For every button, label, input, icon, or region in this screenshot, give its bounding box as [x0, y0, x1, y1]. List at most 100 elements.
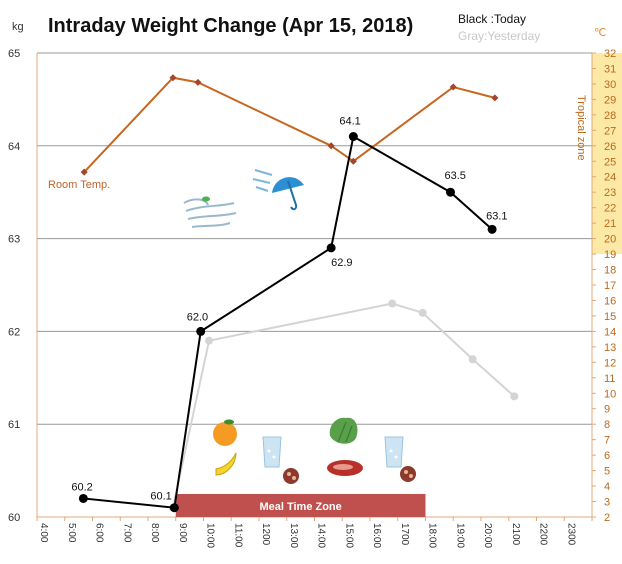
left-tick-label: 62: [8, 326, 20, 338]
series-today: [78, 132, 497, 513]
x-tick-label: 5:00: [66, 523, 77, 543]
series-yesterday: [168, 299, 519, 512]
data-point: [169, 503, 179, 513]
x-tick-label: 11:00: [232, 523, 243, 548]
right-tick-label: 15: [604, 311, 616, 323]
legend-today: Black :Today: [458, 12, 526, 26]
left-tick-label: 65: [8, 48, 20, 60]
chart-title: Intraday Weight Change (Apr 15, 2018): [48, 15, 413, 37]
left-tick-label: 60: [8, 512, 20, 524]
data-point: [418, 308, 427, 317]
series-layer: 60.2 60.1 62.0 62.9 64.1 63.5 63.1: [71, 74, 519, 513]
legend-yesterday: Gray:Yesterday: [458, 29, 540, 43]
x-tick-label: 9:00: [177, 523, 188, 543]
data-point: [348, 132, 358, 142]
data-label: 62.9: [331, 257, 352, 269]
x-tick-label: 18:00: [427, 523, 438, 548]
right-tick-label: 8: [604, 419, 610, 431]
left-axis-unit: kg: [12, 21, 24, 33]
right-tick-label: 6: [604, 450, 610, 462]
meal-time-zone-label: Meal Time Zone: [259, 501, 341, 513]
right-tick-label: 13: [604, 342, 616, 354]
left-axis-ticks: 60 61 62 63 64 65: [8, 48, 20, 524]
right-tick-label: 9: [604, 404, 610, 416]
right-tick-label: 28: [604, 110, 616, 122]
right-tick-label: 32: [604, 48, 616, 60]
right-tick-label: 5: [604, 466, 610, 478]
steak-icon: [327, 460, 363, 476]
right-tick-label: 22: [604, 203, 616, 215]
right-tick-label: 10: [604, 388, 616, 400]
meat-icon: [283, 468, 299, 484]
meat-icon: [400, 466, 416, 482]
data-label: 63.1: [486, 210, 507, 222]
data-label: 64.1: [339, 116, 360, 128]
x-tick-label: 1700: [399, 523, 410, 546]
x-tick-label: 8:00: [149, 523, 160, 543]
data-label: 63.5: [444, 170, 465, 182]
banana-icon: [215, 452, 237, 476]
data-point: [510, 392, 519, 401]
right-tick-label: 2: [604, 512, 610, 524]
temp-point: [327, 142, 335, 150]
gridlines: [37, 52, 592, 425]
series-line: [83, 134, 493, 509]
data-label: 62.0: [187, 311, 208, 323]
temp-point: [449, 83, 457, 91]
tropical-zone-label: Tropical zone: [575, 95, 587, 161]
temp-point: [80, 168, 88, 176]
data-point: [487, 224, 497, 234]
right-tick-label: 25: [604, 156, 616, 168]
data-point: [445, 187, 455, 197]
data-point: [468, 355, 477, 364]
data-point: [196, 326, 206, 336]
x-tick-label: 13:00: [288, 523, 299, 548]
umbrella-icon: [252, 169, 304, 211]
x-tick-label: 2200: [538, 523, 549, 546]
x-tick-label: 14:00: [316, 523, 327, 548]
x-tick-label: 1200: [260, 523, 271, 546]
temp-point: [349, 157, 357, 165]
series-line: [83, 76, 496, 173]
right-tick-label: 20: [604, 234, 616, 246]
right-tick-label: 11: [604, 373, 615, 385]
left-tick-label: 63: [8, 234, 20, 246]
temp-point: [194, 78, 202, 86]
right-tick-label: 7: [604, 435, 610, 447]
water-glass-icon: [384, 436, 404, 468]
right-tick-label: 31: [604, 63, 616, 75]
x-tick-label: 7:00: [121, 523, 132, 543]
right-tick-label: 18: [604, 265, 616, 277]
x-tick-label: 2300: [565, 523, 576, 546]
right-tick-label: 4: [604, 481, 610, 493]
right-tick-label: 14: [604, 326, 616, 338]
right-tick-label: 17: [604, 280, 616, 292]
right-tick-label: 24: [604, 172, 616, 184]
data-point: [205, 336, 214, 345]
temp-point: [491, 94, 499, 102]
meal-time-zone-band: [175, 494, 426, 517]
water-glass-icon: [262, 436, 282, 468]
x-tick-label: 16:00: [371, 523, 382, 548]
x-tick-label: 10:00: [205, 523, 216, 548]
right-tick-label: 23: [604, 187, 616, 199]
right-axis-ticks: 2345678910111213141516171819202122232425…: [592, 48, 616, 524]
left-tick-label: 61: [8, 419, 20, 431]
x-tick-label: 2100: [510, 523, 521, 546]
right-tick-label: 19: [604, 249, 616, 261]
right-tick-label: 16: [604, 295, 616, 307]
tropical-zone-band: [592, 53, 622, 255]
data-point: [326, 243, 336, 253]
x-tick-label: 6:00: [94, 523, 105, 543]
wind-icon: [183, 196, 237, 228]
data-label: 60.2: [71, 481, 92, 493]
x-tick-label: 19:00: [454, 523, 465, 548]
right-tick-label: 30: [604, 79, 616, 91]
right-tick-label: 12: [604, 357, 616, 369]
x-tick-label: 4:00: [38, 523, 49, 543]
orange-icon: [213, 419, 237, 446]
right-tick-label: 21: [604, 218, 616, 230]
right-tick-label: 27: [604, 125, 616, 137]
right-tick-label: 29: [604, 94, 616, 106]
